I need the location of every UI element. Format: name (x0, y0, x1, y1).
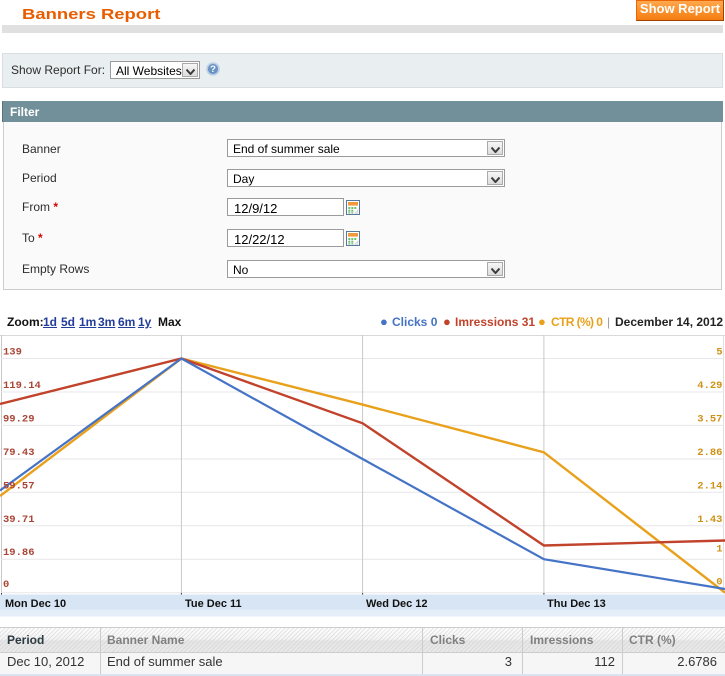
svg-text:39.71: 39.71 (3, 514, 35, 526)
svg-text:1.43: 1.43 (697, 514, 722, 526)
svg-text:Tue Dec 11: Tue Dec 11 (185, 598, 242, 610)
svg-text:139: 139 (3, 347, 22, 359)
svg-text:1: 1 (716, 544, 722, 556)
svg-text:0: 0 (716, 577, 722, 589)
svg-text:Thu Dec 13: Thu Dec 13 (547, 598, 606, 610)
svg-text:119.14: 119.14 (3, 380, 41, 392)
svg-text:3.57: 3.57 (697, 414, 722, 426)
svg-text:0: 0 (3, 579, 9, 591)
svg-text:99.29: 99.29 (3, 414, 35, 426)
svg-text:19.86: 19.86 (3, 547, 35, 559)
svg-text:?: ? (210, 64, 216, 75)
svg-text:4.29: 4.29 (697, 380, 722, 392)
svg-text:2.14: 2.14 (697, 480, 722, 492)
svg-text:79.43: 79.43 (3, 447, 35, 459)
svg-text:5: 5 (716, 347, 722, 359)
svg-text:Wed Dec 12: Wed Dec 12 (366, 598, 428, 610)
svg-text:59.57: 59.57 (3, 480, 35, 492)
svg-text:Mon Dec 10: Mon Dec 10 (5, 598, 66, 610)
svg-text:2.86: 2.86 (697, 447, 722, 459)
